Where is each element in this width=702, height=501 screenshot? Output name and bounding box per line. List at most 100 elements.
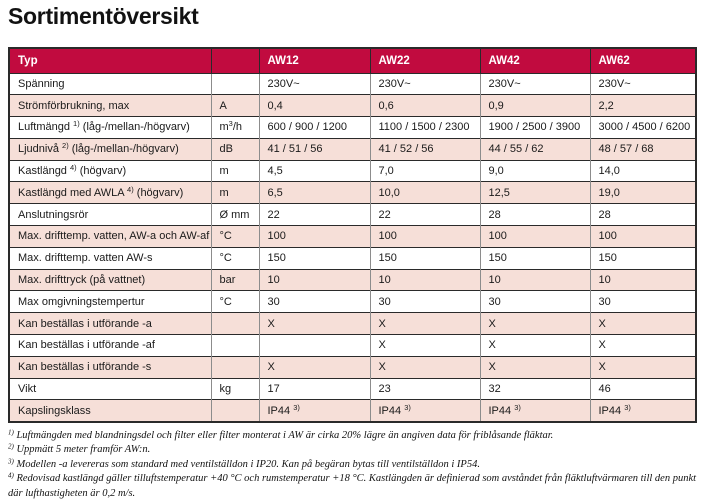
footnote: 3) Modellen -a levereras som standard me… (8, 457, 480, 470)
spec-value: X (589, 355, 696, 379)
footnote-marker: 4) (127, 184, 134, 194)
spec-value: 41 / 52 / 56 (369, 137, 480, 161)
row-label: Max omgivningstempertur (9, 290, 211, 313)
footnote: 1) Luftmängden med blandningsdel och fil… (8, 428, 554, 441)
spec-value: 23 (369, 377, 480, 400)
spec-value: X (369, 334, 480, 357)
spec-value: X (258, 312, 370, 335)
spec-value: 150 (258, 246, 370, 270)
spec-value: 600 / 900 / 1200 (258, 116, 370, 139)
spec-value: X (369, 355, 480, 379)
table-header: Typ AW12 AW22 AW42 AW62 (9, 48, 696, 73)
table-body: Spänning 230V~ 230V~ 230V~ 230V~ Strömförbruk… (9, 72, 696, 422)
row-unit (210, 334, 259, 357)
spec-value: IP44 3) (369, 399, 480, 422)
spec-value: 10 (258, 268, 370, 291)
spec-value: 10 (479, 268, 590, 291)
row-label: Anslutningsrör (9, 203, 211, 226)
row-label: Strömförbrukning, max (9, 94, 211, 117)
footnote-marker: 3 (228, 119, 233, 129)
footnote-marker: 4) (69, 163, 77, 173)
row-unit: m (210, 159, 259, 182)
footnote-marker: 1) (73, 119, 80, 129)
footnote-marker: 3) (404, 402, 411, 412)
footnote: 2) Uppmätt 5 meter framför AW:n. (8, 442, 151, 456)
spec-value: IP44 3) (479, 399, 590, 422)
row-unit: °C (210, 290, 259, 313)
spec-value: 0,9 (479, 94, 590, 117)
spec-value: 3000 / 4500 / 6200 (589, 116, 696, 139)
row-unit: °C (210, 246, 259, 270)
spec-value: 100 (589, 225, 696, 248)
spec-value: 150 (369, 246, 480, 270)
row-label: Max. drifttemp. vatten AW-s (9, 246, 211, 270)
table-header-row: Typ AW12 AW22 AW42 AW62 (9, 48, 696, 73)
column-header-aw62: AW62 (589, 48, 696, 73)
column-header-aw22: AW22 (369, 48, 480, 73)
footnote-marker: 3) (8, 457, 14, 466)
spec-value: 230V~ (369, 72, 480, 95)
row-label: Vikt (9, 377, 211, 400)
row-unit: bar (210, 268, 259, 291)
spec-value: 100 (369, 225, 480, 248)
spec-value: 0,4 (258, 94, 370, 117)
spec-value: 30 (369, 290, 480, 313)
page-title: Sortimentöversikt (8, 3, 199, 29)
table-row: Luftmängd 1) (låg-/mellan-/högvarv) m3/h 6… (9, 116, 696, 139)
row-unit: dB (210, 137, 259, 161)
row-label: Spänning (9, 72, 211, 95)
spec-value: X (479, 355, 590, 379)
spec-value: 48 / 57 / 68 (589, 137, 696, 161)
spec-value: 12,5 (479, 181, 590, 204)
row-label: Luftmängd 1) (låg-/mellan-/högvarv) (9, 116, 211, 139)
table-row: Ljudnivå 2) (låg-/mellan-/högvarv) dB 41 /… (9, 137, 696, 161)
spec-value: IP44 3) (589, 399, 696, 422)
spec-value: 10,0 (369, 181, 480, 204)
row-label: Kan beställas i utförande -s (9, 355, 211, 379)
row-label: Kastlängd med AWLA 4) (högvarv) (9, 181, 211, 204)
row-unit (210, 72, 259, 95)
spec-value: 4,5 (258, 159, 370, 182)
spec-value: 230V~ (479, 72, 590, 95)
footnotes: 1) Luftmängden med blandningsdel och fil… (8, 429, 698, 501)
row-unit: Ø mm (210, 203, 259, 226)
spec-value: X (479, 334, 590, 357)
row-label: Max. drifttemp. vatten, AW-a och AW-af (9, 225, 211, 248)
column-header-aw42: AW42 (479, 48, 590, 73)
spec-value: 46 (589, 377, 696, 400)
row-label: Kan beställas i utförande -a (9, 312, 211, 335)
spec-value: 17 (258, 377, 370, 400)
spec-value: 1900 / 2500 / 3900 (479, 116, 590, 139)
row-unit (210, 312, 259, 335)
spec-value: 7,0 (369, 159, 480, 182)
footnote: 4) Redovisad kastlängd gäller tilluftste… (8, 471, 697, 499)
spec-value: 32 (479, 377, 590, 400)
row-label: Ljudnivå 2) (låg-/mellan-/högvarv) (9, 137, 211, 161)
table-row: Kastlängd med AWLA 4) (högvarv) m 6,5 10,0 1… (9, 181, 696, 204)
row-label: Kapslingsklass (9, 399, 211, 422)
row-unit (210, 399, 259, 422)
row-label: Kastlängd 4) (högvarv) (9, 159, 211, 182)
spec-value: 30 (258, 290, 370, 313)
spec-value: 41 / 51 / 56 (258, 137, 370, 161)
table-row: Anslutningsrör Ø mm 22 22 28 28 (9, 203, 696, 226)
spec-value: 28 (479, 203, 590, 226)
table-row: Spänning 230V~ 230V~ 230V~ 230V~ (9, 72, 696, 95)
spec-value: X (589, 334, 696, 357)
row-label: Kan beställas i utförande -af (9, 334, 211, 357)
spec-value: 6,5 (258, 181, 370, 204)
row-unit (210, 355, 259, 379)
table-row: Kan beställas i utförande -a X X X X (9, 312, 696, 335)
table-row: Kan beställas i utförande -af X X X (9, 334, 696, 357)
table-row: Vikt kg 17 23 32 46 (9, 377, 696, 400)
table-row: Max. drifttemp. vatten AW-s °C 150 150 150 15… (9, 246, 696, 270)
row-unit: m3/h (210, 116, 259, 139)
table-row: Kastlängd 4) (högvarv) m 4,5 7,0 9,0 14,0 (9, 159, 696, 182)
table-row: Kapslingsklass IP44 3) IP44 3) IP44 3) IP44 … (9, 399, 696, 422)
footnote-marker: 2) (62, 141, 69, 151)
spec-value: 14,0 (589, 159, 696, 182)
table-row: Max omgivningstempertur °C 30 30 30 30 (9, 290, 696, 313)
spec-value: 230V~ (258, 72, 370, 95)
row-unit: m (210, 181, 259, 204)
